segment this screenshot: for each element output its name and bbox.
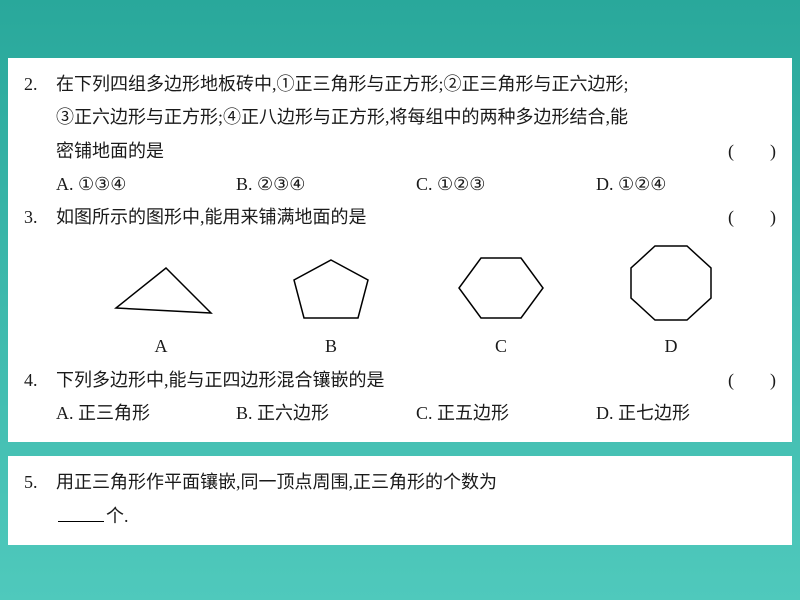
option-d[interactable]: D. ①②④ (596, 168, 776, 201)
option-a[interactable]: A. 正三角形 (56, 397, 236, 430)
shape-c-col: C (436, 248, 566, 363)
q5-tail: 个. (106, 506, 129, 526)
q4-number: 4. (24, 364, 38, 397)
option-c[interactable]: C. ①②③ (416, 168, 596, 201)
question-3: 3. 如图所示的图形中,能用来铺满地面的是 ( ) A B (24, 201, 776, 364)
q5-answer-line: 个. (56, 500, 776, 533)
option-d[interactable]: D. 正七边形 (596, 397, 776, 430)
shape-a-col: A (96, 258, 226, 363)
option-b[interactable]: B. 正六边形 (236, 397, 416, 430)
q3-shapes-row: A B C D (56, 234, 776, 363)
q4-stem: 下列多边形中,能与正四边形混合镶嵌的是 (56, 364, 385, 397)
question-4: 4. 下列多边形中,能与正四边形混合镶嵌的是 ( ) A. 正三角形 B. 正六… (24, 364, 776, 431)
q4-options: A. 正三角形 B. 正六边形 C. 正五边形 D. 正七边形 (56, 397, 776, 430)
questions-panel-2: 5. 用正三角形作平面镶嵌,同一顶点周围,正三角形的个数为 个. (8, 456, 792, 545)
pentagon-icon (286, 252, 376, 328)
answer-blank[interactable]: ( ) (728, 201, 776, 234)
shape-b-label: B (325, 330, 337, 363)
hexagon-icon (451, 248, 551, 328)
fill-blank[interactable] (58, 504, 104, 521)
q5-number: 5. (24, 466, 38, 499)
shape-d-label: D (665, 330, 678, 363)
q5-stem: 用正三角形作平面镶嵌,同一顶点周围,正三角形的个数为 (56, 466, 776, 499)
shape-d-col: D (606, 238, 736, 363)
shape-a-label: A (155, 330, 168, 363)
option-a[interactable]: A. ①③④ (56, 168, 236, 201)
octagon-icon (621, 238, 721, 328)
q2-options: A. ①③④ B. ②③④ C. ①②③ D. ①②④ (56, 168, 776, 201)
q2-stem-line2: ③正六边形与正方形;④正八边形与正方形,将每组中的两种多边形结合,能 (56, 101, 776, 134)
triangle-icon (106, 258, 216, 328)
answer-blank[interactable]: ( ) (728, 364, 776, 397)
q2-number: 2. (24, 68, 38, 101)
q2-stem-line3: 密铺地面的是 (56, 135, 164, 168)
answer-blank[interactable]: ( ) (728, 135, 776, 168)
option-b[interactable]: B. ②③④ (236, 168, 416, 201)
q3-number: 3. (24, 201, 38, 234)
shape-c-label: C (495, 330, 507, 363)
q3-stem: 如图所示的图形中,能用来铺满地面的是 (56, 201, 367, 234)
question-2: 2. 在下列四组多边形地板砖中,①正三角形与正方形;②正三角形与正六边形; ③正… (24, 68, 776, 201)
shape-b-col: B (266, 252, 396, 363)
q2-stem-line1: 在下列四组多边形地板砖中,①正三角形与正方形;②正三角形与正六边形; (56, 68, 776, 101)
question-5: 5. 用正三角形作平面镶嵌,同一顶点周围,正三角形的个数为 个. (24, 466, 776, 533)
option-c[interactable]: C. 正五边形 (416, 397, 596, 430)
questions-panel-1: 2. 在下列四组多边形地板砖中,①正三角形与正方形;②正三角形与正六边形; ③正… (8, 58, 792, 442)
